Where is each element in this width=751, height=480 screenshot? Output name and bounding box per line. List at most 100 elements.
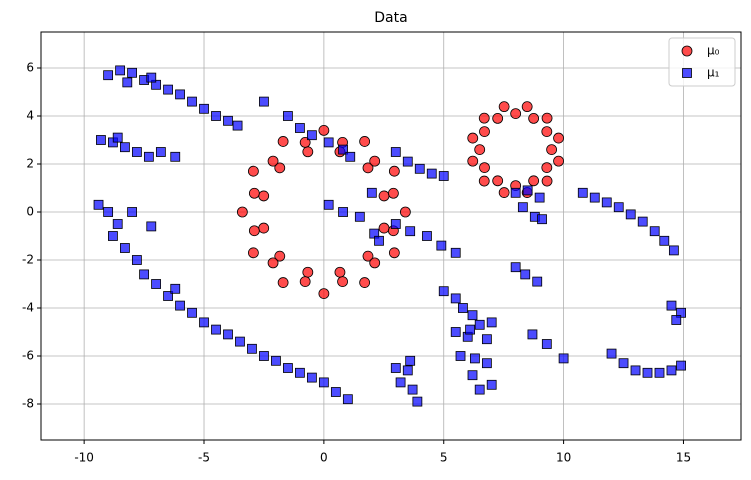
point: [155, 147, 166, 157]
point: [318, 377, 329, 388]
point: [306, 130, 317, 141]
point: [613, 202, 624, 213]
point: [558, 353, 569, 364]
point: [323, 137, 334, 148]
point: [267, 257, 279, 269]
point: [211, 324, 221, 335]
point: [534, 192, 545, 203]
point: [267, 155, 279, 167]
point: [671, 315, 682, 325]
point: [498, 101, 510, 113]
point: [187, 307, 197, 318]
point: [481, 358, 492, 369]
point: [146, 72, 157, 83]
point: [354, 211, 365, 222]
point: [247, 165, 259, 177]
point: [374, 235, 384, 246]
point: [521, 101, 533, 113]
point: [474, 144, 486, 156]
point: [318, 288, 330, 300]
legend-label: μ₁: [707, 66, 720, 80]
point: [175, 89, 185, 100]
point: [283, 363, 293, 373]
point: [258, 190, 270, 202]
point: [479, 126, 490, 138]
point: [271, 355, 281, 366]
point: [668, 245, 679, 256]
point: [412, 396, 423, 407]
point: [122, 77, 133, 88]
point: [676, 360, 686, 371]
point: [283, 111, 293, 121]
point: [259, 351, 269, 361]
point: [438, 286, 449, 297]
point: [553, 155, 564, 167]
point: [302, 146, 314, 158]
y-tick-label: 6: [26, 61, 34, 75]
point: [369, 257, 381, 269]
point: [467, 310, 478, 321]
point: [115, 65, 126, 76]
point: [306, 372, 317, 383]
point: [422, 231, 432, 241]
point: [163, 291, 173, 301]
point: [450, 247, 461, 258]
point: [274, 250, 286, 262]
point: [108, 231, 118, 241]
point: [146, 221, 157, 232]
x-tick-label: 0: [320, 451, 328, 465]
point: [338, 207, 348, 217]
x-tick-label: 5: [440, 451, 448, 465]
point: [402, 156, 413, 167]
point: [247, 343, 257, 354]
point: [223, 329, 233, 340]
point: [618, 358, 629, 369]
point: [390, 147, 401, 157]
point: [170, 283, 181, 294]
point: [510, 262, 521, 273]
point: [450, 293, 461, 304]
point: [151, 279, 161, 289]
point: [467, 132, 479, 144]
point: [390, 363, 401, 373]
point: [120, 142, 130, 153]
point: [625, 209, 636, 220]
point: [131, 255, 142, 265]
point: [258, 222, 270, 234]
legend-marker: [681, 45, 693, 57]
point: [455, 351, 466, 361]
point: [277, 136, 289, 147]
point: [232, 120, 243, 131]
point: [175, 300, 185, 311]
point: [465, 324, 476, 335]
point: [402, 365, 413, 376]
point: [359, 277, 371, 288]
point: [407, 384, 418, 395]
point: [127, 207, 137, 217]
point: [295, 367, 305, 378]
point: [399, 206, 411, 218]
point: [295, 123, 305, 133]
point: [337, 276, 348, 288]
point: [366, 187, 377, 198]
point: [532, 276, 543, 287]
point: [528, 113, 540, 124]
point: [637, 216, 648, 227]
point: [467, 370, 478, 381]
point: [236, 206, 248, 218]
point: [223, 115, 233, 126]
point: [527, 329, 538, 340]
y-tick-label: 2: [26, 157, 34, 171]
point: [438, 171, 449, 181]
point: [606, 348, 617, 359]
point: [199, 103, 209, 114]
point: [274, 162, 286, 174]
point: [96, 135, 106, 145]
point: [330, 387, 341, 397]
point: [541, 126, 553, 138]
point: [666, 365, 677, 376]
point: [474, 319, 485, 330]
point: [589, 192, 600, 203]
point: [362, 162, 374, 174]
